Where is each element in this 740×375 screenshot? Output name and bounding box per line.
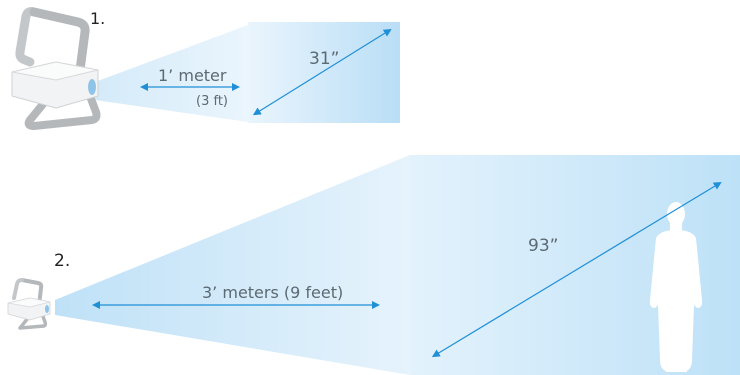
screen-size-label: 31”: [309, 49, 339, 69]
light-beam-1: [95, 25, 248, 122]
distance-sublabel: (3 ft): [196, 94, 228, 109]
projector-icon: [11, 7, 101, 130]
screen-diagonal-arrow-2: [431, 181, 722, 358]
screen-size-label: 93”: [528, 236, 558, 256]
scenario-2: 2. 93” 3’ meters (9 feet): [7, 155, 740, 375]
light-beam-2: [55, 155, 410, 375]
screen-diagonal-arrow-1: [252, 28, 392, 116]
projector-small-icon: [7, 278, 51, 330]
projection-screen-1: [248, 22, 400, 123]
step-number: 2.: [54, 251, 70, 271]
distance-label: 1’ meter: [158, 66, 227, 85]
step-number: 1.: [90, 9, 105, 28]
scenario-1: 1. 31” 1’ meter (3 ft): [11, 7, 400, 130]
distance-label: 3’ meters (9 feet): [202, 283, 343, 302]
